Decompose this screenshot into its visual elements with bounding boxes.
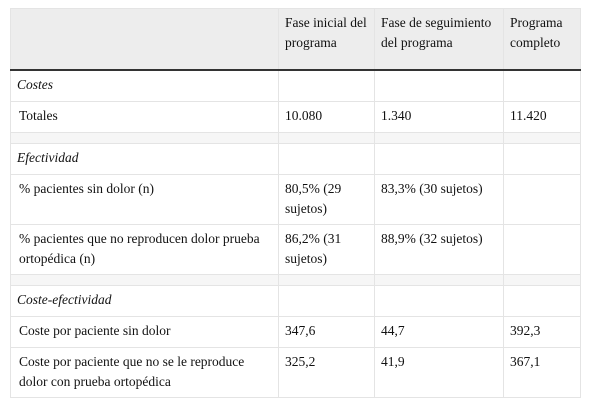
empty-cell [374, 69, 504, 102]
table-header: Fase inicial del programa Fase de seguim… [10, 8, 581, 71]
empty-cell [503, 224, 581, 275]
value-cell: 347,6 [278, 316, 375, 348]
row-label: Coste por paciente que no se le reproduc… [10, 347, 279, 398]
value-cell: 83,3% (30 sujetos) [374, 174, 504, 225]
section-title: Efectividad [10, 143, 279, 175]
data-row: Coste por paciente que no se le reproduc… [10, 347, 581, 398]
gap-cell [278, 132, 375, 144]
gap-cell [374, 132, 504, 144]
row-label: Totales [10, 101, 279, 133]
empty-cell [278, 143, 375, 175]
section-title: Coste-efectividad [10, 285, 279, 317]
gap-cell [10, 132, 279, 144]
empty-cell [374, 143, 504, 175]
row-label: % pacientes que no reproducen dolor prue… [10, 224, 279, 275]
value-cell: 86,2% (31 sujetos) [278, 224, 375, 275]
value-cell: 88,9% (32 sujetos) [374, 224, 504, 275]
value-cell: 41,9 [374, 347, 504, 398]
data-row: Coste por paciente sin dolor 347,6 44,7 392… [10, 316, 581, 348]
empty-cell [503, 174, 581, 225]
data-row: % pacientes que no reproducen dolor prue… [10, 224, 581, 275]
gap-row [10, 132, 581, 144]
value-cell: 1.340 [374, 101, 504, 133]
section-row: Coste-efectividad [10, 285, 581, 317]
empty-cell [374, 285, 504, 317]
empty-cell [503, 143, 581, 175]
empty-cell [503, 285, 581, 317]
data-row: Totales 10.080 1.340 11.420 [10, 101, 581, 133]
empty-cell [278, 285, 375, 317]
header-cell: Fase inicial del programa [278, 8, 375, 71]
header-cell: Programa completo [503, 8, 581, 71]
cost-table: Fase inicial del programa Fase de seguim… [10, 8, 581, 398]
header-row: Fase inicial del programa Fase de seguim… [10, 8, 581, 71]
row-label: Coste por paciente sin dolor [10, 316, 279, 348]
gap-cell [278, 274, 375, 286]
value-cell: 80,5% (29 sujetos) [278, 174, 375, 225]
row-label: % pacientes sin dolor (n) [10, 174, 279, 225]
value-cell: 44,7 [374, 316, 504, 348]
section-row: Costes [10, 69, 581, 102]
value-cell: 10.080 [278, 101, 375, 133]
data-row: % pacientes sin dolor (n) 80,5% (29 sujet… [10, 174, 581, 225]
header-cell [10, 8, 279, 71]
value-cell: 11.420 [503, 101, 581, 133]
gap-cell [503, 274, 581, 286]
table-body: Costes Totales 10.080 1.340 11.420 Efectivida… [10, 69, 581, 398]
value-cell: 325,2 [278, 347, 375, 398]
value-cell: 367,1 [503, 347, 581, 398]
value-cell: 392,3 [503, 316, 581, 348]
gap-cell [503, 132, 581, 144]
gap-row [10, 274, 581, 286]
gap-cell [10, 274, 279, 286]
section-row: Efectividad [10, 143, 581, 175]
header-cell: Fase de seguimiento del programa [374, 8, 504, 71]
empty-cell [503, 69, 581, 102]
gap-cell [374, 274, 504, 286]
section-title: Costes [10, 69, 279, 102]
empty-cell [278, 69, 375, 102]
